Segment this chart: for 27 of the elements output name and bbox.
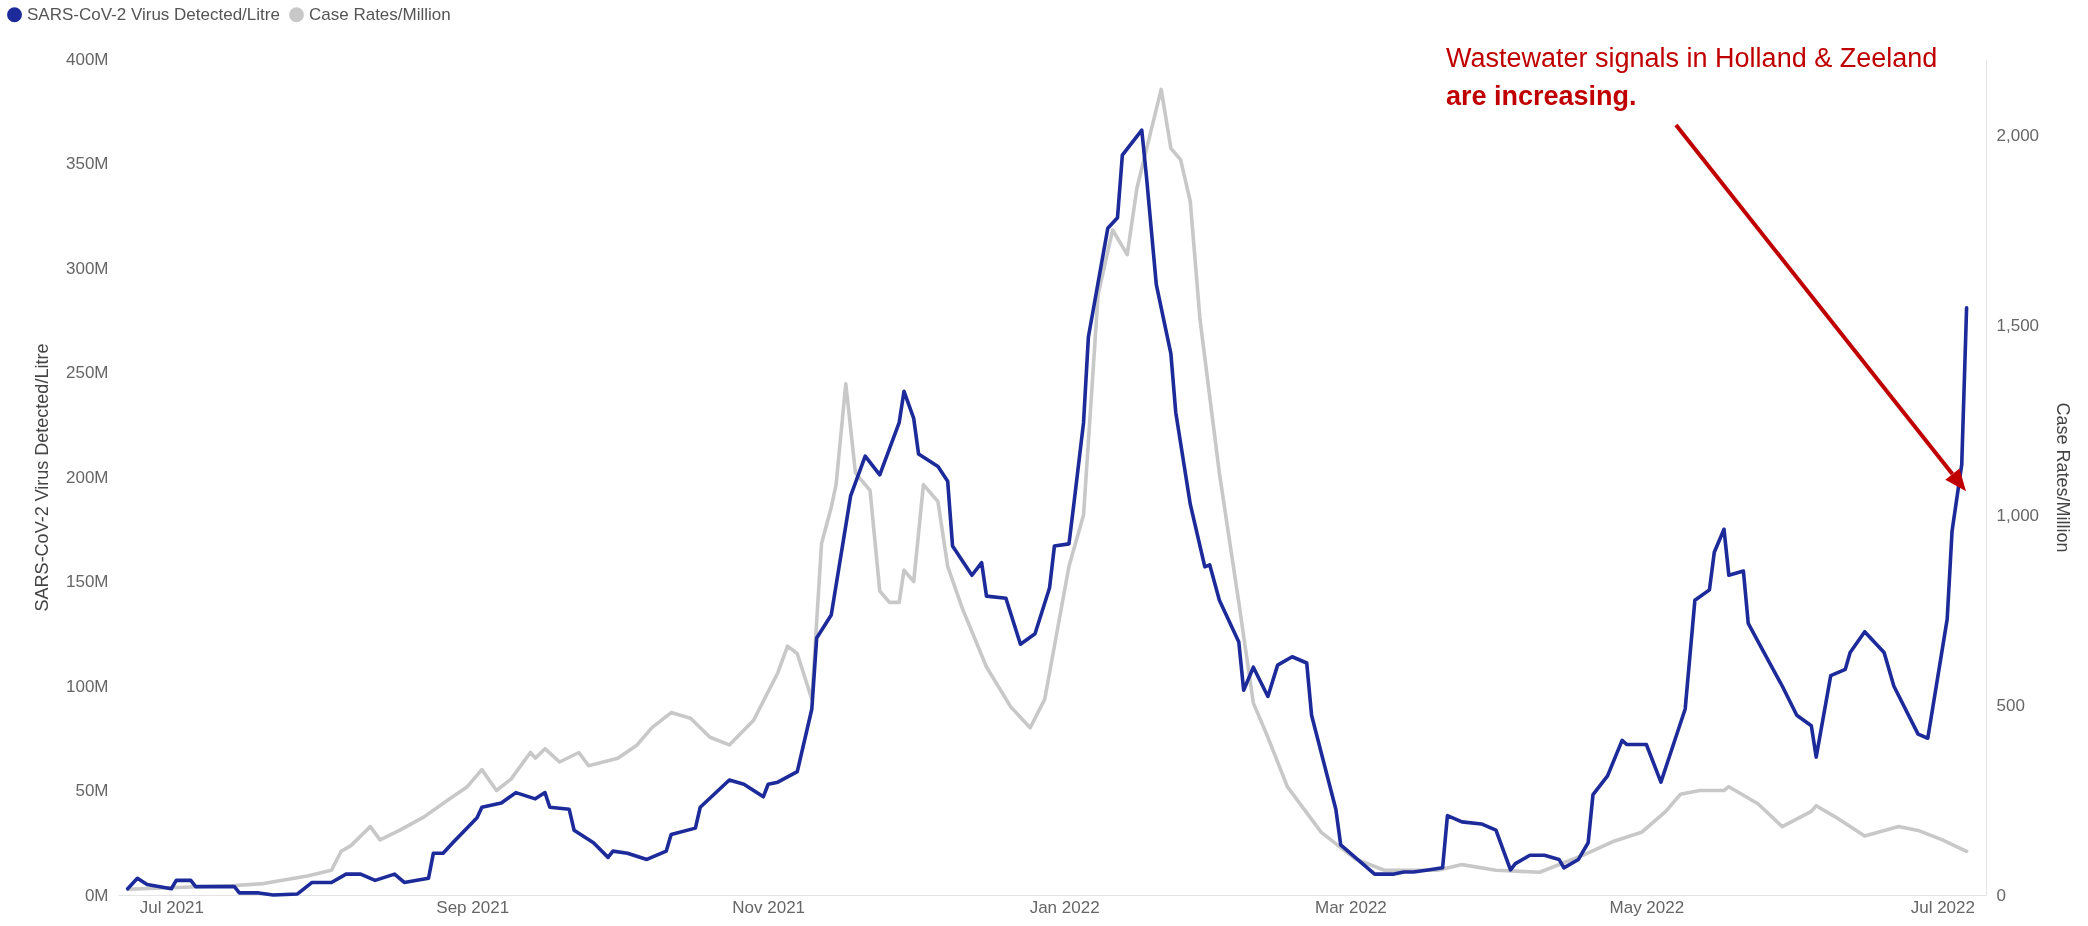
y2-axis-title: Case Rates/Million bbox=[2053, 402, 2074, 553]
y-tick-label: 150M bbox=[65, 572, 109, 591]
y-tick-label: 350M bbox=[65, 154, 109, 173]
y-axis-title: SARS-CoV-2 Virus Detected/Litre bbox=[31, 343, 52, 612]
x-tick-label: Nov 2021 bbox=[732, 897, 806, 917]
y-tick-label: 400M bbox=[65, 49, 109, 69]
x-tick-label: Jan 2022 bbox=[1029, 897, 1100, 917]
y-tick-label: 300M bbox=[65, 258, 109, 278]
legend-label: SARS-CoV-2 Virus Detected/Litre bbox=[27, 4, 280, 24]
x-tick-label: May 2022 bbox=[1609, 897, 1685, 917]
y-tick-label: 100M bbox=[65, 676, 109, 696]
y2-tick-label: 0 bbox=[1996, 885, 2006, 905]
y-tick-label: 250M bbox=[65, 363, 109, 382]
y2-tick-label: 2,000 bbox=[1996, 125, 2040, 145]
y2-tick-label: 500 bbox=[1996, 695, 2025, 715]
y-tick-label: 50M bbox=[75, 781, 109, 800]
legend-label: Case Rates/Million bbox=[309, 4, 451, 24]
annotation: Wastewater signals in Holland & Zeeland bbox=[1446, 43, 1938, 73]
y2-tick-label: 1,000 bbox=[1996, 505, 2040, 525]
x-tick-label: Jul 2021 bbox=[139, 897, 205, 917]
y-tick-label: 0M bbox=[84, 885, 109, 905]
y-tick-label: 200M bbox=[65, 467, 109, 487]
x-tick-label: Jul 2022 bbox=[1910, 897, 1975, 917]
x-tick-label: Sep 2021 bbox=[436, 897, 510, 917]
x-tick-label: Mar 2022 bbox=[1314, 897, 1387, 917]
y2-tick-label: 1,500 bbox=[1996, 315, 2040, 335]
annotation: are increasing. bbox=[1446, 81, 1637, 111]
